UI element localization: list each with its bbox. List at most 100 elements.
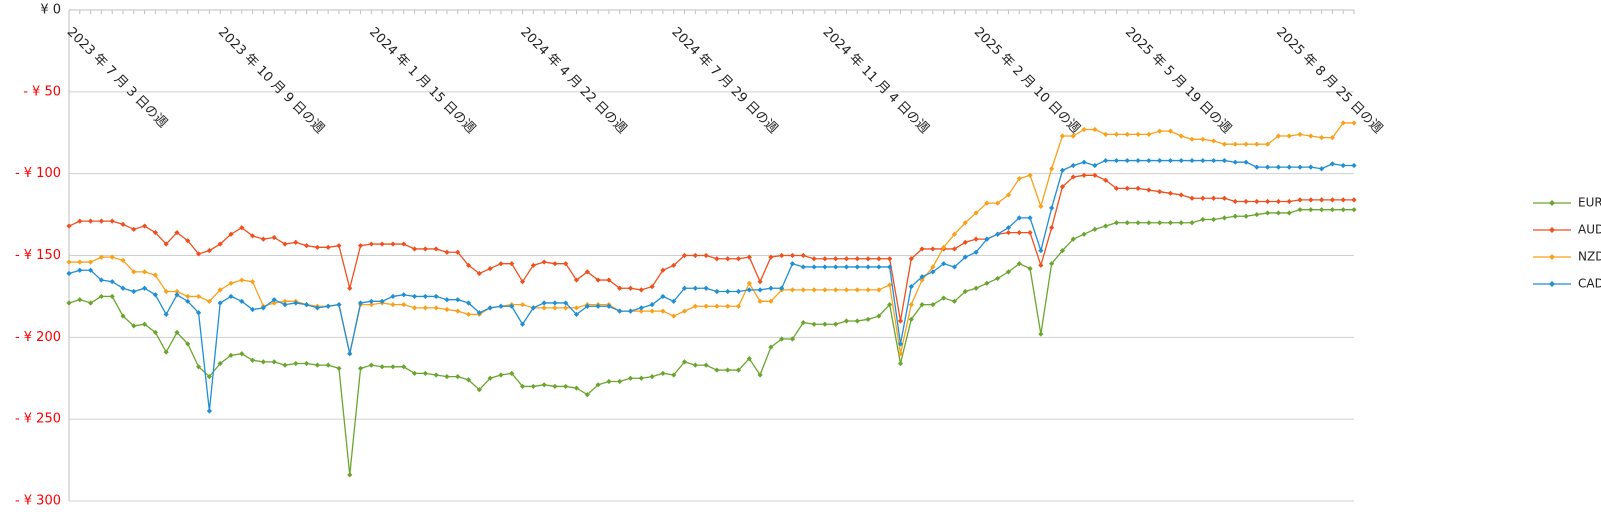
data-point: [455, 308, 461, 314]
data-point: [1124, 185, 1130, 191]
data-point: [1265, 141, 1271, 147]
data-point: [681, 308, 688, 314]
data-point: [627, 375, 634, 381]
data-point: [735, 288, 742, 295]
data-point: [249, 279, 256, 285]
data-point: [573, 305, 580, 311]
data-point: [1221, 157, 1228, 164]
data-point: [411, 246, 418, 252]
data-point: [185, 341, 191, 347]
data-point: [584, 392, 590, 398]
data-point: [509, 303, 515, 309]
data-point: [995, 200, 1001, 206]
data-point: [239, 225, 245, 231]
data-point: [1232, 198, 1238, 205]
data-point: [465, 262, 472, 268]
data-point: [1308, 197, 1314, 203]
data-point: [282, 241, 288, 247]
data-point: [357, 300, 364, 306]
legend-label: AUD/JPY: [1578, 223, 1601, 237]
data-point: [185, 293, 191, 300]
data-point: [865, 287, 871, 293]
data-point: [1016, 261, 1022, 267]
data-point: [919, 302, 925, 308]
data-point: [260, 359, 266, 365]
data-point: [87, 300, 94, 306]
data-point: [541, 259, 547, 265]
data-point: [228, 280, 234, 286]
data-point: [217, 360, 223, 367]
data-point: [1038, 262, 1044, 268]
data-point: [336, 243, 342, 249]
data-point: [1340, 207, 1346, 213]
data-point: [185, 238, 191, 244]
data-point: [347, 285, 353, 291]
data-point: [357, 243, 364, 249]
data-point: [703, 362, 709, 368]
data-point: [584, 303, 590, 309]
data-point: [1243, 213, 1249, 219]
data-point: [973, 249, 979, 255]
data-point: [563, 300, 569, 306]
data-point: [1308, 164, 1314, 170]
legend-marker: [1549, 227, 1555, 233]
data-point: [1211, 138, 1217, 144]
data-point: [109, 218, 115, 224]
data-point: [671, 298, 677, 304]
data-point: [1200, 136, 1206, 142]
data-point: [1167, 157, 1174, 164]
data-point: [152, 272, 158, 278]
data-point: [1297, 131, 1303, 137]
data-point: [671, 313, 677, 319]
data-point: [1286, 210, 1292, 216]
data-point: [1005, 269, 1012, 275]
data-point: [822, 256, 828, 262]
data-point: [411, 370, 418, 376]
data-point: [638, 305, 644, 311]
data-point: [833, 321, 839, 327]
data-point: [876, 313, 882, 319]
data-point: [617, 308, 623, 314]
data-point: [271, 359, 277, 365]
data-point: [1092, 126, 1098, 133]
data-point: [1124, 131, 1130, 137]
data-point: [368, 298, 374, 304]
data-point: [908, 316, 914, 322]
data-point: [141, 269, 148, 275]
data-point: [217, 241, 223, 247]
data-point: [293, 239, 299, 246]
data-point: [1286, 198, 1292, 205]
data-point: [87, 259, 94, 265]
y-tick-label: - ¥ 150: [15, 248, 61, 263]
data-point: [595, 303, 601, 309]
data-point: [390, 293, 396, 300]
data-point: [401, 302, 407, 308]
y-tick-label: - ¥ 50: [23, 84, 61, 99]
data-point: [638, 287, 644, 293]
data-point: [887, 256, 893, 262]
legend-marker: [1549, 281, 1555, 287]
data-point: [109, 279, 115, 285]
data-point: [541, 300, 547, 306]
data-point: [1232, 141, 1238, 147]
x-tick-label: 2024 年 7 月 29 日の週: [668, 25, 780, 137]
data-point: [293, 300, 299, 306]
data-point: [811, 264, 817, 270]
data-point: [692, 303, 698, 309]
data-point: [195, 293, 202, 300]
data-point: [854, 264, 860, 270]
data-point: [519, 321, 526, 327]
data-point: [357, 365, 364, 372]
data-point: [1113, 220, 1120, 226]
data-point: [206, 298, 212, 304]
data-point: [195, 310, 202, 316]
x-tick-label: 2023 年 10 月 9 日の週: [215, 25, 327, 137]
data-point: [390, 364, 396, 370]
data-point: [1178, 157, 1184, 164]
data-point: [951, 246, 958, 252]
data-point: [249, 306, 256, 313]
data-point: [530, 305, 536, 311]
data-point: [509, 370, 515, 376]
data-point: [897, 318, 904, 324]
data-point: [465, 311, 472, 318]
